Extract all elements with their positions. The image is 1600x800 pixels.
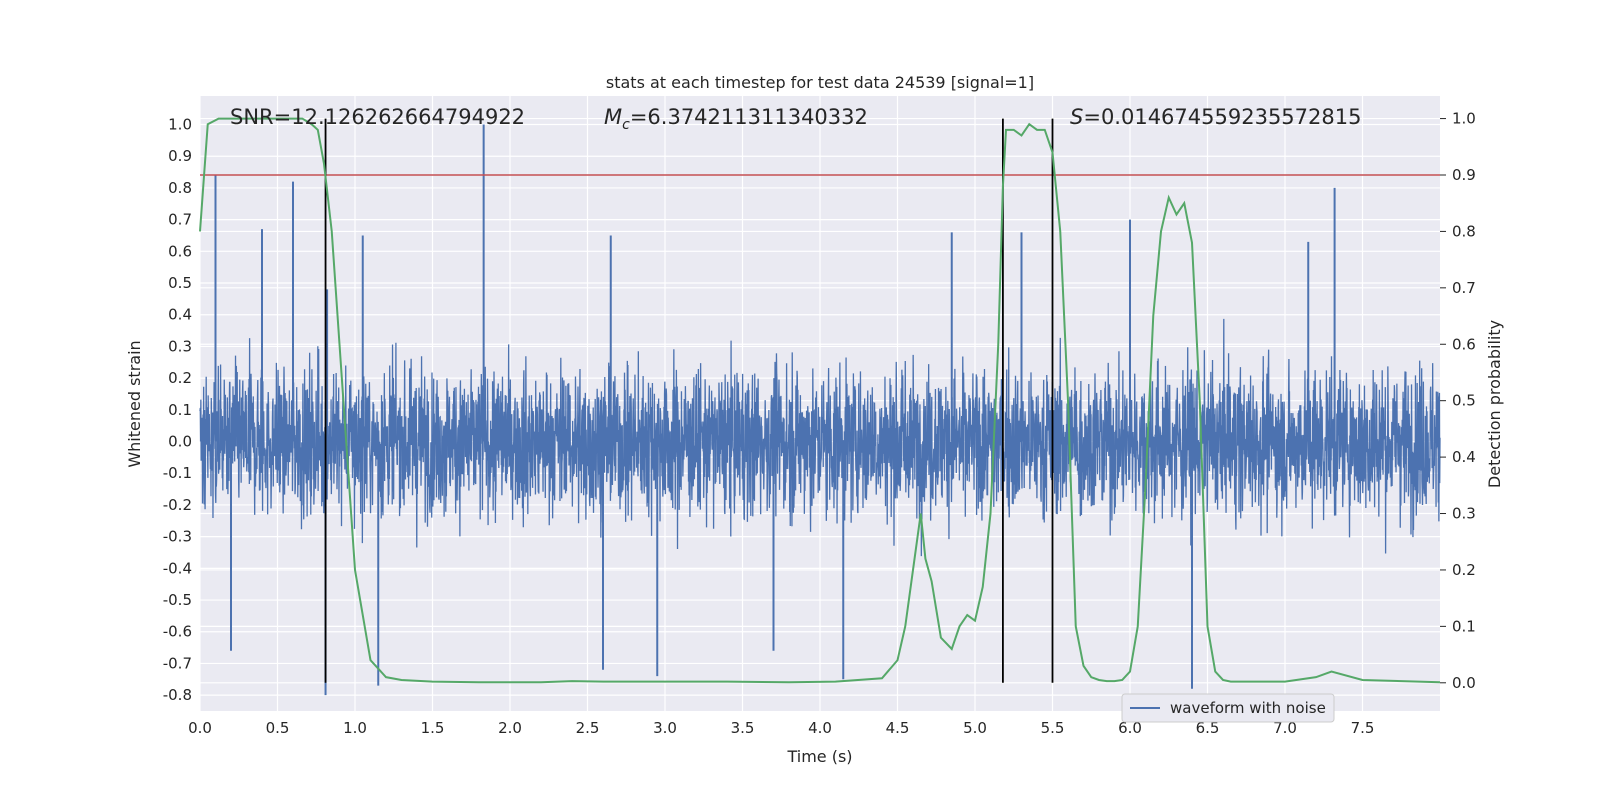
y-tick-label: -0.1 xyxy=(163,464,192,482)
x-tick-label: 5.5 xyxy=(1041,719,1065,737)
x-tick-label: 0.0 xyxy=(188,719,212,737)
s-value: =0.014674559235572815 xyxy=(1083,105,1361,129)
x-tick-label: 3.5 xyxy=(731,719,755,737)
y-tick-label: 1.0 xyxy=(168,116,192,134)
y-tick-label: 0.9 xyxy=(168,147,192,165)
y-tick-label: 0.4 xyxy=(168,306,192,324)
y-tick-label: -0.3 xyxy=(163,528,192,546)
x-tick-label: 0.5 xyxy=(266,719,290,737)
y2-tick-label: 0.7 xyxy=(1452,279,1476,297)
x-tick-label: 7.5 xyxy=(1351,719,1375,737)
chirp-mass-value: =6.374211311340332 xyxy=(630,105,868,129)
x-tick-label: 4.0 xyxy=(808,719,832,737)
y2-tick-label: 0.0 xyxy=(1452,674,1476,692)
y2-ticks: 0.0 0.1 0.2 0.3 0.4 0.5 0.6 0.7 0.8 0.9 1.0 xyxy=(1440,110,1476,692)
y-tick-label: -0.5 xyxy=(163,591,192,609)
y2-tick-label: 0.1 xyxy=(1452,617,1476,635)
x-tick-label: 2.5 xyxy=(576,719,600,737)
x-tick-label: 1.0 xyxy=(343,719,367,737)
gridlines xyxy=(199,96,1440,711)
chart-title: stats at each timestep for test data 245… xyxy=(606,73,1034,92)
x-tick-label: 6.5 xyxy=(1196,719,1220,737)
s-annotation: S=0.014674559235572815 xyxy=(1070,105,1361,129)
x-tick-label: 1.5 xyxy=(421,719,445,737)
legend-entry: waveform with noise xyxy=(1170,699,1326,717)
y2-tick-label: 0.4 xyxy=(1452,448,1476,466)
x-tick-label: 6.0 xyxy=(1118,719,1142,737)
y-tick-label: -0.6 xyxy=(163,623,192,641)
y2-axis-label: Detection probability xyxy=(1485,320,1504,488)
y2-tick-label: 1.0 xyxy=(1452,110,1476,128)
y2-tick-label: 0.8 xyxy=(1452,222,1476,240)
x-ticks: 0.0 0.5 1.0 1.5 2.0 2.5 3.0 3.5 4.0 4.5 5.0 5.5 6.0 6… xyxy=(188,719,1374,737)
probability-series xyxy=(199,117,1441,684)
chirp-mass-subscript: c xyxy=(622,117,630,133)
chirp-mass-symbol: M xyxy=(604,105,622,129)
waveform-line xyxy=(199,318,1441,557)
y-tick-label: -0.7 xyxy=(163,654,192,672)
y-tick-label: -0.2 xyxy=(163,496,192,514)
y-tick-label: 0.0 xyxy=(168,433,192,451)
y-tick-label: -0.4 xyxy=(163,559,192,577)
snr-annotation: SNR=12.126262664794922 xyxy=(230,105,525,129)
x-axis-label: Time (s) xyxy=(786,747,852,766)
s-symbol: S xyxy=(1070,105,1083,129)
chirp-mass-annotation: Mc=6.374211311340332 xyxy=(604,105,868,133)
y2-tick-label: 0.2 xyxy=(1452,561,1476,579)
waveform-series xyxy=(199,124,1441,696)
y2-tick-label: 0.5 xyxy=(1452,392,1476,410)
y-ticks: -0.8 -0.7 -0.6 -0.5 -0.4 -0.3 -0.2 -0.1 0.0 0.1 0.… xyxy=(163,116,192,705)
y-tick-label: 0.5 xyxy=(168,274,192,292)
y2-tick-label: 0.3 xyxy=(1452,505,1476,523)
x-tick-label: 5.0 xyxy=(963,719,987,737)
y-tick-label: 0.2 xyxy=(168,369,192,387)
y-tick-label: 0.3 xyxy=(168,337,192,355)
x-tick-label: 2.0 xyxy=(498,719,522,737)
y-tick-label: -0.8 xyxy=(163,686,192,704)
y-tick-label: 0.6 xyxy=(168,242,192,260)
y-tick-label: 0.8 xyxy=(168,179,192,197)
probability-line xyxy=(199,117,1441,684)
legend-box xyxy=(1121,693,1335,723)
y2-tick-label: 0.6 xyxy=(1452,335,1476,353)
x-tick-label: 4.5 xyxy=(886,719,910,737)
x-tick-label: 3.0 xyxy=(653,719,677,737)
y-axis-label: Whitened strain xyxy=(125,340,144,467)
x-tick-label: 7.0 xyxy=(1273,719,1297,737)
y2-tick-label: 0.9 xyxy=(1452,166,1476,184)
y-tick-label: 0.1 xyxy=(168,401,192,419)
y-tick-label: 0.7 xyxy=(168,211,192,229)
legend: waveform with noise xyxy=(1121,693,1335,723)
